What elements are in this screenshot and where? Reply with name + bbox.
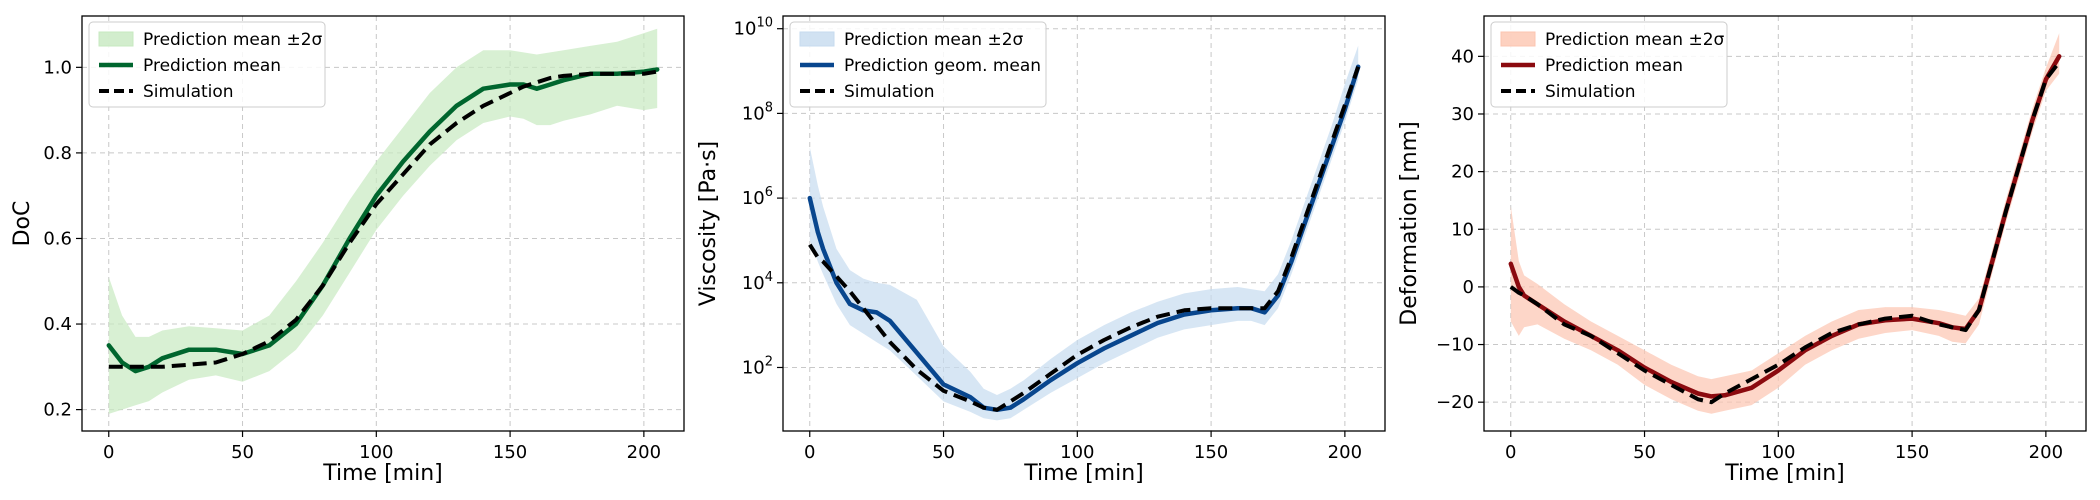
- y-tick-label: −20: [1436, 392, 1474, 413]
- y-tick-label: 102: [742, 354, 773, 378]
- y-tick-label: 0.4: [43, 314, 72, 335]
- simulation-line: [808, 66, 1361, 412]
- x-tick-label: 200: [1328, 442, 1362, 463]
- axes-frame: [1483, 15, 2087, 432]
- simulation-line: [1509, 60, 2061, 405]
- y-tick-label: 10: [1451, 219, 1474, 240]
- legend-entry: Prediction mean ±2σ: [143, 30, 323, 50]
- x-tick-label: 100: [1761, 442, 1795, 463]
- x-tick-label: 50: [1633, 442, 1656, 463]
- y-axis-label: Viscosity [Pa·s]: [696, 141, 721, 306]
- x-axis-label: Time [min]: [1023, 461, 1144, 486]
- x-axis-label: Time [min]: [322, 461, 443, 486]
- legend-entry: Simulation: [1545, 82, 1636, 102]
- y-tick-label: 40: [1451, 46, 1474, 67]
- y-tick-label: 0.8: [43, 143, 72, 164]
- legend-entry: Prediction mean: [143, 56, 281, 76]
- y-tick-label: 106: [742, 185, 773, 209]
- simulation-line: [108, 69, 658, 369]
- x-tick-label: 100: [359, 442, 393, 463]
- uncertainty-band: [809, 45, 1359, 421]
- y-axis-label: Deformation [mm]: [1397, 121, 1422, 325]
- legend-box: [1490, 21, 1728, 108]
- legend-box: [789, 21, 1047, 108]
- prediction-mean-line: [807, 64, 1361, 413]
- prediction-mean-line: [106, 67, 660, 374]
- chart-panel-2: 0 50 100 150 200 102 104 106 108 1010 Time [min] Vi…: [696, 15, 1386, 486]
- y-tick-label: 1010: [734, 16, 773, 40]
- legend-box: [88, 21, 326, 108]
- y-tick-label: 0.6: [43, 228, 72, 249]
- x-tick-label: 0: [804, 442, 815, 463]
- y-tick-label: 30: [1451, 104, 1474, 125]
- axes-frame: [782, 15, 1386, 432]
- legend: Prediction mean ±2σ Prediction mean Simula…: [88, 21, 326, 108]
- legend-entry: Simulation: [844, 82, 935, 102]
- legend-swatch-band: [98, 31, 134, 47]
- legend-entry: Prediction mean: [1545, 56, 1683, 76]
- axes-frame: [81, 15, 685, 432]
- x-tick-label: 0: [103, 442, 114, 463]
- x-tick-label: 50: [932, 442, 955, 463]
- x-tick-label: 50: [231, 442, 254, 463]
- x-axis-label: Time [min]: [1724, 461, 1845, 486]
- legend-swatch-band: [1500, 31, 1536, 47]
- legend-swatch-band: [799, 31, 835, 47]
- y-tick-label: −10: [1436, 335, 1474, 356]
- uncertainty-band: [108, 28, 658, 414]
- x-tick-label: 150: [493, 442, 527, 463]
- y-axis-label: DoC: [10, 201, 35, 247]
- legend-entry: Prediction mean ±2σ: [1545, 30, 1725, 50]
- chart-panel-1: 0 50 100 150 200 0.2 0.4 0.6 0.8 1.0 Time [min] DoC…: [10, 15, 685, 486]
- legend: Prediction mean ±2σ Prediction mean Simula…: [1490, 21, 1728, 108]
- x-tick-label: 150: [1194, 442, 1228, 463]
- legend-entry: Prediction geom. mean: [844, 56, 1041, 76]
- y-tick-label: 108: [742, 100, 773, 124]
- legend: Prediction mean ±2σ Prediction geom. mean…: [789, 21, 1047, 108]
- x-tick-label: 200: [2029, 442, 2063, 463]
- legend-entry: Prediction mean ±2σ: [844, 30, 1024, 50]
- x-tick-label: 200: [627, 442, 661, 463]
- y-tick-label: 104: [742, 270, 773, 294]
- x-tick-label: 100: [1060, 442, 1094, 463]
- y-tick-label: 0: [1463, 277, 1474, 298]
- y-tick-label: 0.2: [43, 400, 72, 421]
- x-tick-label: 0: [1505, 442, 1516, 463]
- y-tick-label: 1.0: [43, 57, 72, 78]
- y-tick-label: 20: [1451, 162, 1474, 183]
- chart-panel-3: 0 50 100 150 200 −20 −10 0 10 20 30 40 Time [min] Def…: [1397, 15, 2087, 486]
- x-tick-label: 150: [1895, 442, 1929, 463]
- legend-entry: Simulation: [143, 82, 234, 102]
